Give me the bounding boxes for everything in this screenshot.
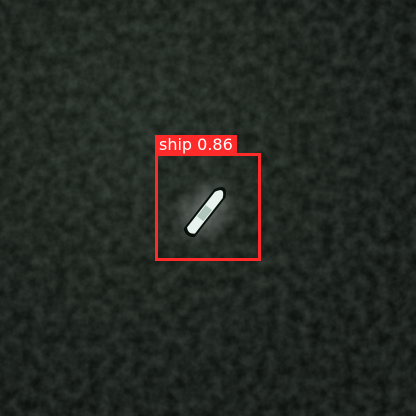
detection-label: ship 0.86 [155,135,237,155]
detection-box [155,153,261,261]
